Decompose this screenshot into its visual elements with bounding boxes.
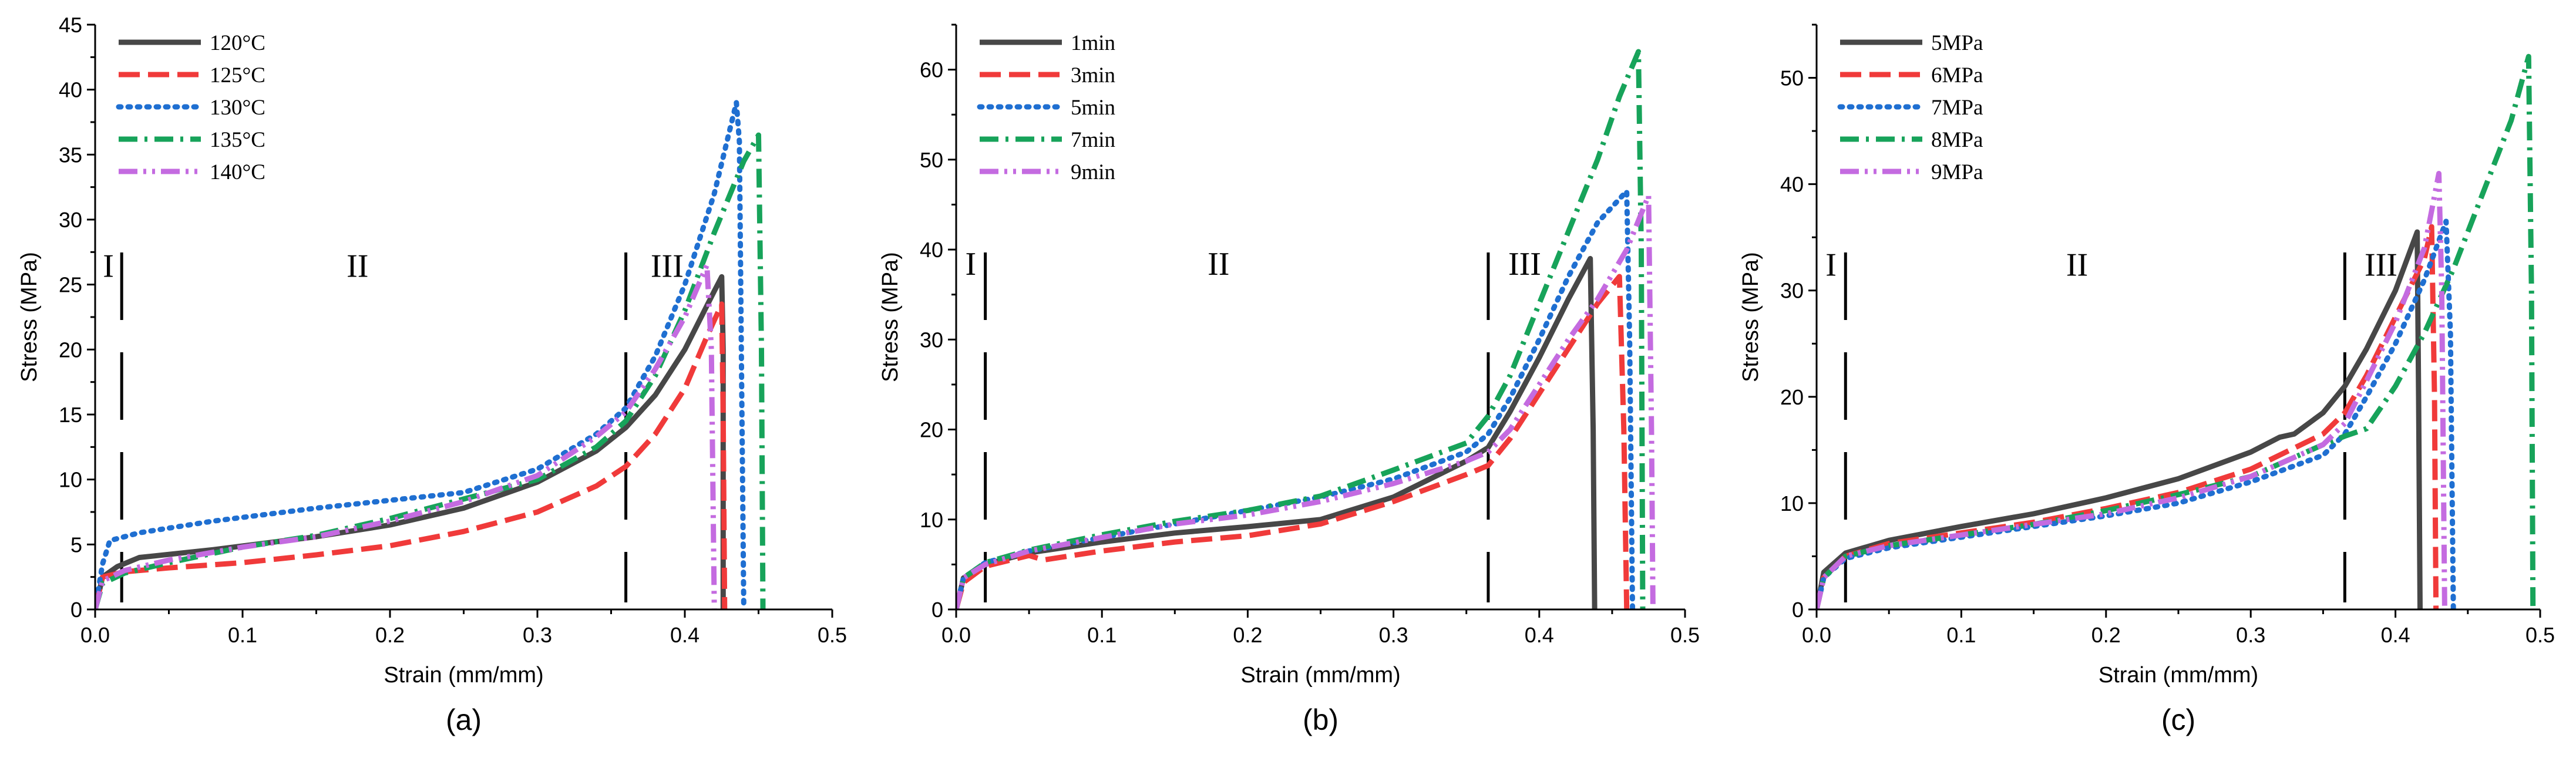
legend-entry: 3min (1071, 63, 1115, 87)
y-tick-label: 15 (59, 403, 82, 427)
y-tick-label: 20 (920, 418, 943, 442)
legend-entry: 6MPa (1931, 63, 1983, 87)
series-line-5 (1817, 171, 2447, 609)
x-tick-label: 0.5 (2525, 623, 2555, 647)
y-tick-label: 30 (920, 328, 943, 352)
region-label: I (1825, 247, 1837, 283)
x-tick-label: 0.1 (228, 623, 257, 647)
x-tick-label: 0.0 (941, 623, 971, 647)
x-tick-label: 0.2 (375, 623, 405, 647)
series-line-5 (95, 262, 717, 609)
series-line-2 (956, 274, 1630, 609)
legend-entry: 1min (1071, 31, 1115, 55)
x-tick-label: 0.5 (818, 623, 847, 647)
panel-label: (c) (2161, 703, 2195, 736)
y-axis-title: Stress (MPa) (17, 252, 42, 382)
legend-entry: 5min (1071, 96, 1115, 120)
y-tick-label: 10 (920, 508, 943, 532)
x-tick-label: 0.1 (1087, 623, 1117, 647)
legend-entry: 125°C (210, 63, 265, 87)
y-tick-label: 45 (59, 13, 82, 37)
y-tick-label: 0 (1792, 598, 1804, 622)
x-axis-title: Strain (mm/mm) (1240, 663, 1400, 688)
x-axis-title: Strain (mm/mm) (2099, 663, 2258, 688)
legend: 120°C 125°C 130°C 135°C 140°C (116, 31, 265, 184)
series-line-1 (1817, 229, 2423, 609)
y-tick-label: 10 (59, 468, 82, 492)
panel-label: (a) (446, 703, 482, 736)
y-tick-label: 35 (59, 143, 82, 167)
legend-entry: 135°C (210, 128, 265, 152)
x-tick-label: 0.4 (670, 623, 700, 647)
legend: 5MPa 6MPa 7MPa 8MPa 9MPa (1837, 31, 1983, 184)
x-axis-title: Strain (mm/mm) (384, 663, 543, 688)
y-tick-label: 50 (920, 148, 943, 172)
region-label: II (347, 248, 368, 284)
region-label: III (1508, 246, 1541, 282)
y-tick-label: 0 (931, 598, 943, 622)
panel-label: (b) (1303, 703, 1339, 736)
legend-entry: 130°C (210, 96, 265, 120)
x-tick-label: 0.4 (2381, 623, 2410, 647)
legend-entry: 7MPa (1931, 96, 1983, 120)
y-tick-label: 20 (1780, 385, 1804, 409)
y-axis-title: Stress (MPa) (878, 252, 903, 382)
y-tick-label: 20 (59, 338, 82, 362)
y-tick-label: 10 (1780, 491, 1804, 516)
y-tick-label: 60 (920, 58, 943, 82)
series-line-2 (95, 301, 728, 609)
series-line-3 (1817, 218, 2456, 609)
x-tick-label: 0.1 (1946, 623, 1976, 647)
series-line-5 (956, 193, 1656, 609)
legend-entry: 9min (1071, 160, 1115, 184)
y-tick-label: 50 (1780, 66, 1804, 90)
legend-entry: 140°C (210, 160, 265, 184)
legend-entry: 120°C (210, 31, 265, 55)
legend-entry: 8MPa (1931, 128, 1983, 152)
series-line-2 (1817, 224, 2439, 609)
y-axis-title: Stress (MPa) (1738, 252, 1763, 382)
region-label: I (965, 246, 976, 282)
x-tick-label: 0.3 (523, 623, 552, 647)
x-tick-label: 0.5 (1670, 623, 1700, 647)
x-tick-label: 0.3 (1379, 623, 1408, 647)
series-line-4 (1817, 53, 2536, 609)
y-tick-label: 40 (1780, 173, 1804, 197)
region-label: III (651, 248, 684, 284)
region-label: III (2365, 247, 2397, 283)
series-line-4 (956, 49, 1646, 609)
legend-entry: 5MPa (1931, 31, 1983, 55)
y-tick-label: 30 (1780, 279, 1804, 303)
legend-entry: 9MPa (1931, 160, 1983, 184)
region-label: II (2066, 247, 2088, 283)
y-tick-label: 0 (70, 598, 82, 622)
x-tick-label: 0.2 (1233, 623, 1262, 647)
y-tick-label: 30 (59, 208, 82, 232)
legend: 1min 3min 5min 7min 9min (977, 31, 1115, 184)
legend-entry: 7min (1071, 128, 1115, 152)
x-tick-label: 0.4 (1525, 623, 1554, 647)
region-label: II (1208, 246, 1229, 282)
x-tick-label: 0.3 (2236, 623, 2265, 647)
x-tick-label: 0.0 (80, 623, 110, 647)
x-tick-label: 0.0 (1802, 623, 1831, 647)
y-tick-label: 40 (59, 78, 82, 102)
x-tick-label: 0.2 (2091, 623, 2121, 647)
y-tick-label: 5 (70, 533, 82, 557)
y-tick-label: 25 (59, 273, 82, 297)
region-label: I (103, 248, 114, 284)
series-line-3 (95, 100, 746, 609)
y-tick-label: 40 (920, 238, 943, 262)
